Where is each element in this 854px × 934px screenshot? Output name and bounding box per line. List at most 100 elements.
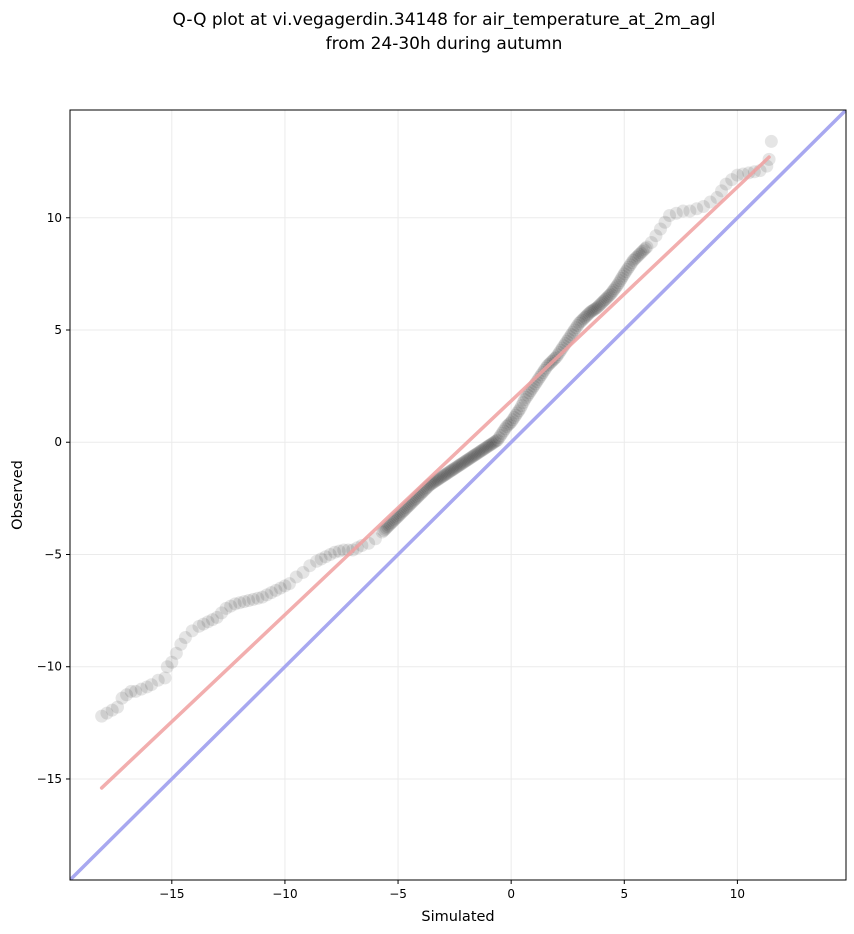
quantile-point bbox=[626, 253, 640, 267]
quantile-point bbox=[610, 278, 624, 292]
quantile-point bbox=[586, 303, 600, 317]
quantile-point bbox=[134, 682, 148, 696]
quantile-point bbox=[442, 465, 456, 479]
quantile-point bbox=[487, 436, 501, 450]
quantile-point bbox=[332, 544, 346, 558]
quantile-point bbox=[649, 229, 663, 243]
quantile-point bbox=[451, 459, 465, 473]
quantile-point bbox=[443, 464, 457, 478]
quantile-point bbox=[469, 447, 483, 461]
quantile-point bbox=[512, 404, 526, 418]
x-tick-label: 5 bbox=[620, 887, 628, 901]
quantile-point bbox=[533, 370, 547, 384]
quantile-point bbox=[577, 312, 591, 326]
quantile-point bbox=[609, 280, 623, 294]
quantile-point bbox=[566, 325, 580, 339]
quantile-point bbox=[640, 240, 654, 254]
quantile-point bbox=[328, 545, 342, 559]
quantile-point bbox=[174, 637, 188, 651]
quantile-point bbox=[192, 619, 206, 633]
quantile-point bbox=[378, 522, 392, 536]
quantile-point bbox=[158, 671, 172, 685]
quantile-point bbox=[255, 590, 269, 604]
quantile-point bbox=[381, 520, 395, 534]
quantile-point bbox=[206, 613, 220, 627]
quantile-point bbox=[246, 592, 260, 606]
quantile-point bbox=[289, 570, 303, 584]
chart-title: Q-Q plot at vi.vegagerdin.34148 for air_… bbox=[172, 10, 715, 54]
quantile-point bbox=[379, 521, 393, 535]
quantile-point bbox=[623, 258, 637, 272]
quantile-point bbox=[501, 418, 515, 432]
quantile-point bbox=[617, 267, 631, 281]
quantile-point bbox=[476, 443, 490, 457]
quantile-point bbox=[282, 577, 296, 591]
quantile-point bbox=[432, 472, 446, 486]
y-tick-label: 10 bbox=[47, 211, 62, 225]
y-tick-label: −5 bbox=[44, 547, 62, 561]
quantile-point bbox=[602, 288, 616, 302]
quantile-point bbox=[608, 282, 622, 296]
quantile-point bbox=[337, 543, 351, 557]
quantile-point bbox=[472, 446, 486, 460]
quantile-point bbox=[435, 470, 449, 484]
quantile-point bbox=[273, 581, 287, 595]
quantile-point bbox=[310, 554, 324, 568]
quantile-point bbox=[598, 292, 612, 306]
y-tick-label: −10 bbox=[37, 660, 62, 674]
quantile-point bbox=[503, 417, 517, 431]
quantile-point bbox=[601, 290, 615, 304]
quantile-point bbox=[498, 422, 512, 436]
quantile-point bbox=[319, 550, 333, 564]
quantile-point bbox=[470, 446, 484, 460]
quantile-point bbox=[489, 434, 503, 448]
y-tick-label: 5 bbox=[54, 323, 62, 337]
x-tick-label: −10 bbox=[272, 887, 297, 901]
quantile-point bbox=[507, 411, 521, 425]
quantile-point bbox=[658, 215, 672, 229]
quantile-point bbox=[436, 469, 450, 483]
quantile-point bbox=[564, 327, 578, 341]
quantile-point bbox=[632, 247, 646, 261]
quantile-point bbox=[637, 243, 651, 257]
quantile-point bbox=[491, 433, 505, 447]
quantile-point bbox=[140, 680, 154, 694]
quantile-point bbox=[482, 438, 496, 452]
quantile-point bbox=[589, 301, 603, 315]
quantile-point bbox=[368, 532, 382, 546]
quantile-point bbox=[228, 597, 242, 611]
quantile-point bbox=[260, 588, 274, 602]
quantile-point bbox=[590, 301, 604, 315]
quantile-point bbox=[571, 319, 585, 333]
quantile-point bbox=[224, 599, 238, 613]
quantile-point bbox=[497, 424, 511, 438]
x-tick-label: −5 bbox=[389, 887, 407, 901]
quantile-point bbox=[703, 195, 717, 209]
quantile-point bbox=[385, 516, 399, 530]
quantile-point bbox=[730, 168, 744, 182]
quantile-point bbox=[447, 462, 461, 476]
quantile-point bbox=[516, 396, 530, 410]
quantile-point bbox=[105, 703, 119, 717]
quantile-point bbox=[453, 458, 467, 472]
quantile-point bbox=[628, 252, 642, 266]
quantile-point bbox=[323, 547, 337, 561]
quantile-point bbox=[485, 437, 499, 451]
quantile-point bbox=[492, 431, 506, 445]
quantile-point bbox=[303, 559, 317, 573]
quantile-point bbox=[619, 265, 633, 279]
x-tick-label: −15 bbox=[159, 887, 184, 901]
quantile-point bbox=[219, 601, 233, 615]
quantile-point bbox=[500, 420, 514, 434]
quantile-point bbox=[124, 684, 138, 698]
quantile-point bbox=[519, 390, 533, 404]
quantile-point bbox=[478, 441, 492, 455]
quantile-point bbox=[468, 448, 482, 462]
quantile-point bbox=[594, 297, 608, 311]
quantile-point bbox=[477, 442, 491, 456]
quantile-point bbox=[144, 678, 158, 692]
quantile-point bbox=[355, 539, 369, 553]
y-tick-label: −15 bbox=[37, 772, 62, 786]
quantile-point bbox=[513, 402, 527, 416]
quantile-point bbox=[653, 222, 667, 236]
